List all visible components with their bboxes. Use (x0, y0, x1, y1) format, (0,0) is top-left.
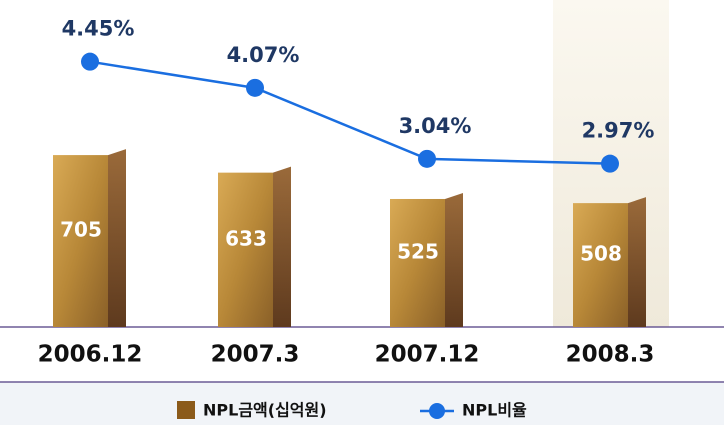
bar (573, 203, 628, 327)
x-tick-label: 2007.12 (375, 342, 480, 368)
legend-marker (429, 403, 445, 419)
legend-label: NPL금액(십억원) (203, 401, 327, 420)
line-value-label: 2.97% (582, 119, 655, 143)
line-value-label: 3.04% (399, 114, 472, 138)
bar-value-label: 633 (225, 226, 267, 250)
bar-side (628, 197, 646, 327)
line (89, 60, 611, 165)
legend-label: NPL비율 (462, 401, 527, 420)
line-marker (601, 154, 619, 173)
bar (218, 172, 273, 327)
bar-value-label: 705 (60, 218, 102, 242)
bar-value-label: 508 (580, 242, 622, 266)
line-value-label: 4.07% (227, 43, 300, 67)
bar (390, 198, 445, 327)
bar-side (445, 192, 463, 327)
x-tick-label: 2008.3 (566, 342, 655, 368)
x-tick-label: 2006.12 (38, 342, 143, 368)
legend-swatch (177, 401, 195, 419)
bar-value-label: 525 (397, 239, 439, 263)
x-tick-label: 2007.3 (211, 342, 300, 368)
line-marker (246, 78, 264, 97)
bar (53, 155, 108, 327)
bar-side (108, 149, 126, 327)
line-marker (418, 149, 436, 168)
bar-side (273, 166, 291, 327)
legend-background (0, 382, 724, 425)
line-marker (81, 52, 99, 71)
line-value-label: 4.45% (62, 17, 135, 41)
